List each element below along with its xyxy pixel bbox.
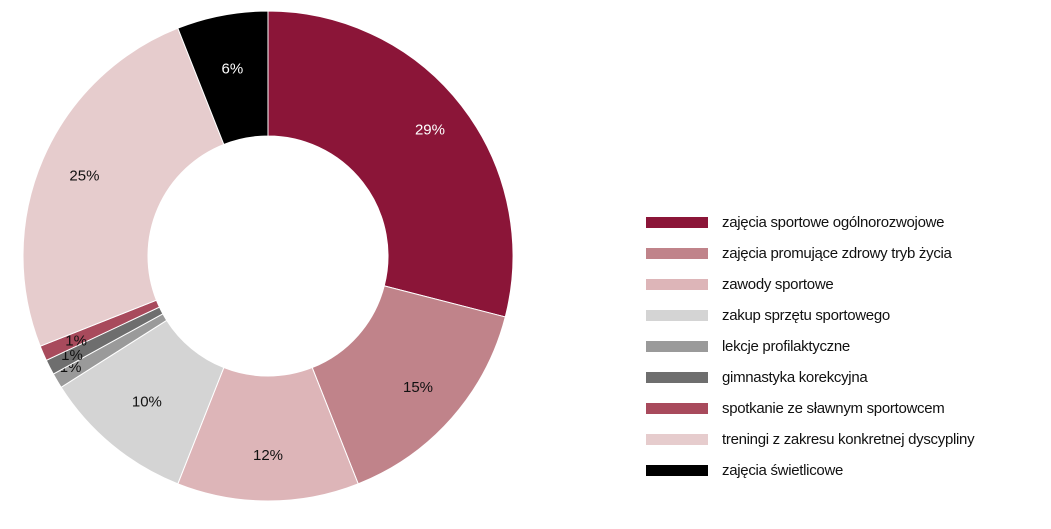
- legend: zajęcia sportowe ogólnorozwojowe zajęcia …: [646, 207, 975, 486]
- legend-swatch: [646, 279, 708, 290]
- legend-item-5: lekcje profilaktyczne: [646, 331, 974, 362]
- legend-item-9: zajęcia świetlicowe: [646, 455, 974, 486]
- slice-label-7: 1%: [65, 332, 87, 349]
- legend-label: zawody sportowe: [722, 276, 834, 293]
- legend-swatch: [646, 310, 708, 321]
- legend-item-1: zajęcia sportowe ogólnorozwojowe: [646, 207, 974, 238]
- legend-item-2: zajęcia promujące zdrowy tryb życia: [646, 238, 974, 269]
- legend-label: zakup sprzętu sportowego: [722, 307, 890, 324]
- legend-swatch: [646, 465, 708, 476]
- slice-label-2: 15%: [403, 379, 433, 396]
- legend-swatch: [646, 434, 708, 445]
- slice-label-3: 12%: [253, 447, 283, 464]
- legend-swatch: [646, 341, 708, 352]
- pie-slice-2: [311, 285, 506, 485]
- pie-slice-8: [22, 27, 225, 347]
- legend-swatch: [646, 372, 708, 383]
- legend-label: treningi z zakresu konkretnej dyscypliny: [722, 431, 975, 448]
- legend-label: lekcje profilaktyczne: [722, 338, 850, 355]
- slice-label-4: 10%: [132, 393, 162, 410]
- pie-slice-1: [267, 10, 514, 318]
- legend-item-8: treningi z zakresu konkretnej dyscypliny: [646, 424, 975, 455]
- legend-item-3: zawody sportowe: [646, 269, 974, 300]
- pie-slice-9: [177, 10, 269, 146]
- legend-label: zajęcia świetlicowe: [722, 462, 844, 479]
- legend-item-4: zakup sprzętu sportowego: [646, 300, 974, 331]
- legend-swatch: [646, 403, 708, 414]
- legend-label: zajęcia promujące zdrowy tryb życia: [722, 245, 952, 262]
- slice-label-9: 6%: [222, 60, 244, 77]
- legend-label: zajęcia sportowe ogólnorozwojowe: [722, 214, 945, 231]
- legend-swatch: [646, 217, 708, 228]
- legend-item-7: spotkanie ze sławnym sportowcem: [646, 393, 974, 424]
- slice-label-8: 25%: [69, 168, 99, 185]
- legend-item-6: gimnastyka korekcyjna: [646, 362, 974, 393]
- legend-label: spotkanie ze sławnym sportowcem: [722, 400, 945, 417]
- slice-label-1: 29%: [415, 121, 445, 138]
- legend-label: gimnastyka korekcyjna: [722, 369, 868, 386]
- pie-slice-3: [177, 366, 359, 502]
- legend-swatch: [646, 248, 708, 259]
